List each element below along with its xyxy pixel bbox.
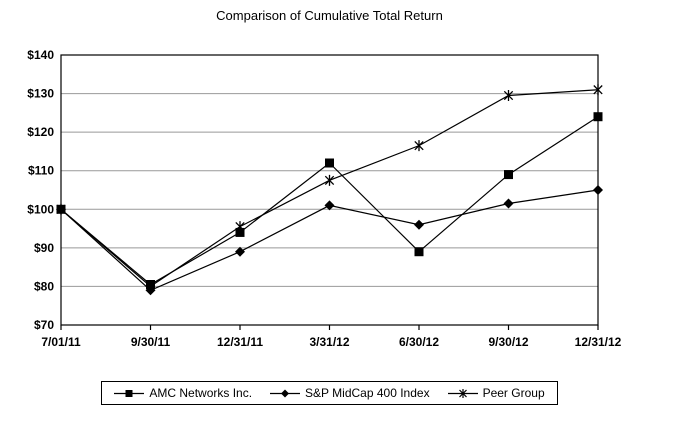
- line-chart-plot: $70 $80 $90 $100 $110 $120 $130 $140 7/01/11 9/30…: [27, 48, 622, 349]
- data-point-diamond: [414, 219, 424, 230]
- y-axis-label: $70: [34, 318, 54, 332]
- y-axis-label: $140: [27, 48, 54, 62]
- x-axis-label: 12/31/11: [217, 335, 263, 349]
- data-point-diamond: [503, 198, 514, 209]
- x-axis-label: 9/30/12: [488, 335, 528, 349]
- data-point-asterisk: [145, 280, 156, 292]
- square-marker-icon: [114, 389, 145, 397]
- data-point-diamond: [235, 246, 245, 257]
- data-point-asterisk: [56, 203, 66, 215]
- y-axis-label: $110: [28, 164, 54, 178]
- data-point-diamond: [324, 200, 335, 211]
- diamond-marker-icon: [270, 389, 301, 397]
- series-s-p-midcap-400-index: [56, 185, 603, 296]
- x-axis-label: 7/01/11: [41, 335, 81, 349]
- data-point-asterisk: [324, 174, 335, 186]
- data-point-asterisk: [414, 140, 424, 152]
- y-axis-label: $100: [27, 202, 54, 216]
- series-line-peer-group: [60, 89, 599, 288]
- x-axis-label: 9/30/11: [131, 335, 171, 349]
- data-point-asterisk: [503, 90, 514, 101]
- chart-legend: AMC Networks Inc. S&P MidCap 400 Index Pee…: [101, 381, 558, 405]
- data-point-square: [593, 112, 603, 122]
- legend-item-peer-group: Peer Group: [447, 386, 545, 400]
- y-axis-label: $80: [34, 279, 54, 293]
- y-axis-label: $120: [27, 125, 54, 139]
- data-point-asterisk: [235, 221, 245, 233]
- data-point-square: [325, 158, 334, 168]
- y-axis-label: $90: [34, 241, 54, 255]
- chart-title: Comparison of Cumulative Total Return: [216, 8, 443, 23]
- legend-label: AMC Networks Inc.: [149, 386, 253, 400]
- y-axis-label: $130: [27, 87, 54, 101]
- data-point-diamond: [593, 185, 603, 195]
- x-axis-label: 3/31/12: [309, 335, 349, 349]
- legend-label: Peer Group: [482, 386, 545, 400]
- data-point-asterisk: [593, 84, 603, 96]
- legend-label: S&P MidCap 400 Index: [305, 386, 430, 400]
- x-axis-label: 6/30/12: [399, 335, 439, 349]
- series-peer-group: [56, 84, 603, 292]
- legend-item-amc-networks-inc: AMC Networks Inc.: [114, 386, 252, 400]
- data-point-square: [504, 170, 513, 180]
- x-axis-label: 12/31/12: [575, 335, 622, 349]
- legend-item-s-p-midcap-400-index: S&P MidCap 400 Index: [270, 386, 430, 400]
- legend-row: AMC Networks Inc. S&P MidCap 400 Index Pee…: [61, 381, 598, 405]
- data-point-square: [414, 247, 424, 257]
- asterisk-marker-icon: [447, 388, 478, 398]
- data-point-square: [235, 227, 245, 237]
